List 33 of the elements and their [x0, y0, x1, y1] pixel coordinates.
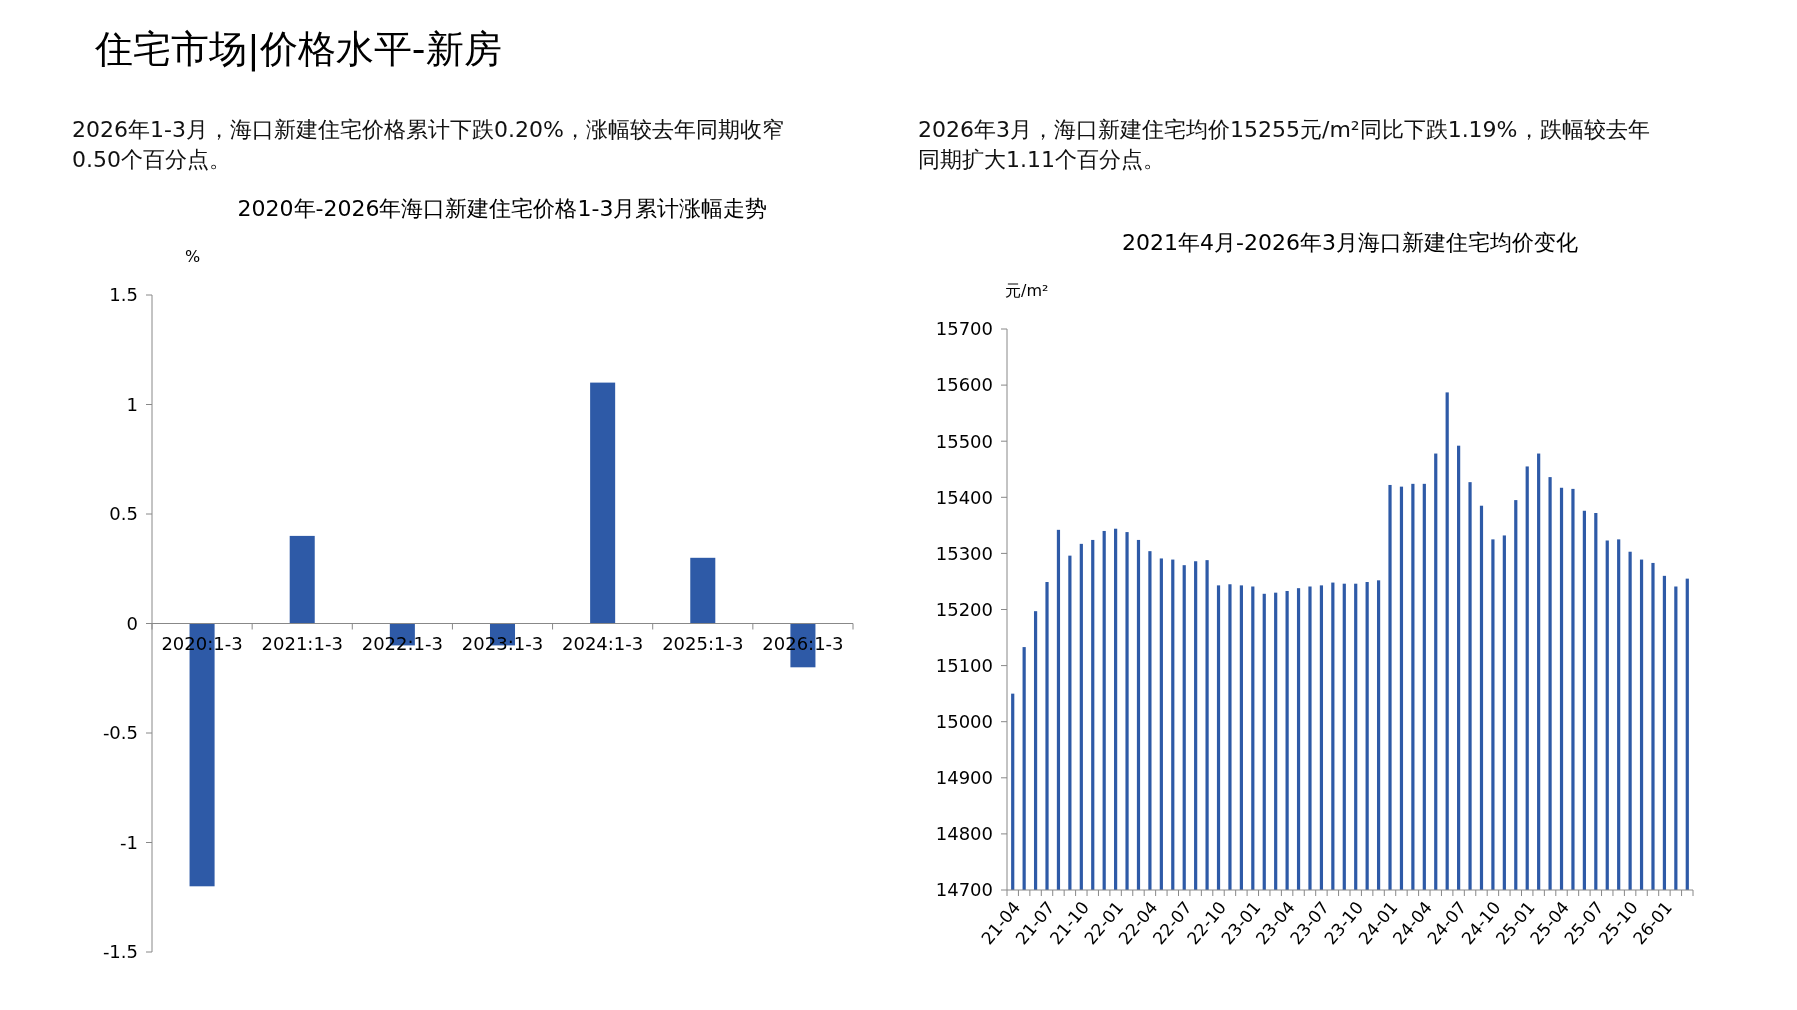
- bar: [289, 535, 315, 624]
- y-tick-label: 1: [126, 393, 138, 415]
- x-tick-label: 2022:1-3: [361, 632, 443, 654]
- y-tick-label: 1.5: [109, 284, 138, 306]
- y-tick-label: 15000: [935, 711, 993, 732]
- y-tick-label: 14700: [935, 879, 993, 901]
- y-tick-label: 0.5: [109, 503, 138, 525]
- y-axis-title: 元/m²: [1005, 281, 1049, 300]
- y-tick-label: 15700: [935, 318, 993, 340]
- y-tick-label: 15500: [935, 430, 993, 452]
- x-tick-label: 2023:1-3: [461, 632, 544, 654]
- y-tick-label: 15100: [935, 654, 993, 676]
- y-tick-label: 0: [126, 612, 138, 634]
- y-tick-label: 15300: [935, 542, 993, 564]
- chart-title: 2020年-2026年海口新建住宅价格1-3月累计涨幅走势: [237, 196, 768, 221]
- y-tick-label: 15600: [935, 374, 993, 396]
- text: 住宅市场|价格水平-新房: [94, 27, 502, 72]
- y-tick-label: 14900: [935, 767, 993, 789]
- chart-title: 2021年4月-2026年3月海口新建住宅均价变化: [1122, 230, 1578, 255]
- x-tick-label: 2021:1-3: [261, 632, 343, 654]
- y-tick-label: -0.5: [102, 722, 138, 744]
- y-tick-label: -1: [120, 831, 138, 853]
- y-tick-label: 14800: [935, 823, 993, 845]
- y-tick-label: 15400: [935, 486, 993, 508]
- x-tick-label: 2024:1-3: [562, 632, 644, 654]
- y-axis-title: %: [185, 247, 201, 266]
- bar: [690, 557, 716, 624]
- text: 2026年3月，海口新建住宅均价15255元/m²同比下跌1.19%，跌幅较去年同期扩大1.11个百分点。: [918, 117, 1650, 172]
- y-tick-label: -1.5: [102, 941, 138, 963]
- y-tick-label: 15200: [935, 598, 993, 620]
- text: 2026年1-3月，海口新建住宅价格累计下跌0.20%，涨幅较去年同期收窄0.50个百分点。: [72, 117, 784, 172]
- x-tick-label: 2025:1-3: [662, 632, 744, 654]
- bar: [590, 382, 616, 624]
